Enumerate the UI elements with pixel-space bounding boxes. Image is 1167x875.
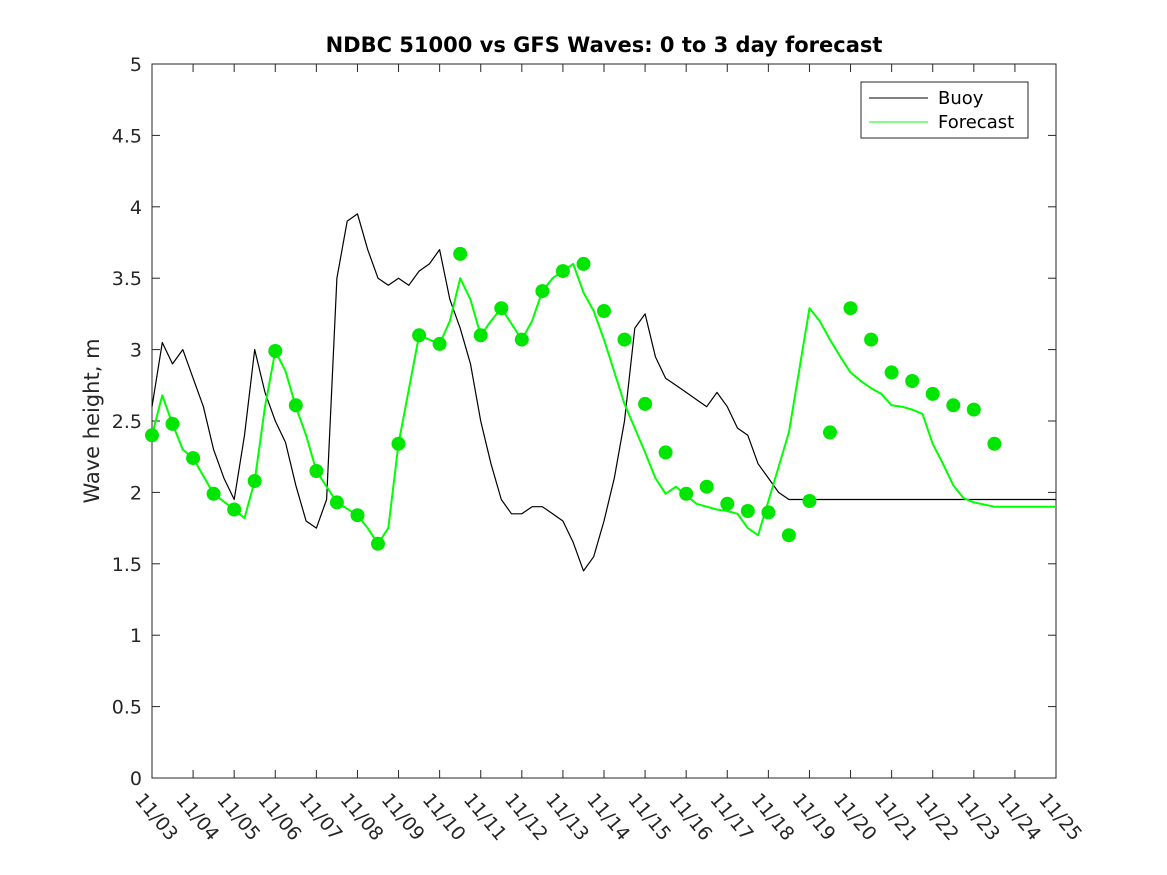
y-tick-label: 4.5 xyxy=(112,125,142,147)
forecast-marker xyxy=(884,365,899,380)
forecast-marker xyxy=(535,284,550,299)
forecast-marker xyxy=(145,428,159,443)
forecast-marker xyxy=(905,374,920,388)
forecast-marker xyxy=(823,425,837,440)
forecast-marker xyxy=(555,264,570,279)
y-tick-label: 2 xyxy=(130,482,142,504)
forecast-marker xyxy=(391,436,406,451)
y-tick-label: 3 xyxy=(130,340,142,362)
y-tick-label: 2.5 xyxy=(112,411,142,433)
forecast-marker xyxy=(925,386,940,401)
y-tick-label: 1.5 xyxy=(112,554,142,576)
forecast-marker xyxy=(740,504,755,518)
forecast-marker xyxy=(453,246,468,261)
forecast-marker xyxy=(288,398,303,413)
y-tick-label: 1 xyxy=(130,625,142,647)
forecast-marker xyxy=(268,344,283,358)
legend-box xyxy=(860,81,1029,139)
legend-label-buoy: Buoy xyxy=(938,88,984,109)
forecast-marker xyxy=(946,398,961,413)
forecast-marker xyxy=(597,304,611,318)
legend: Buoy Forecast xyxy=(860,81,1029,139)
forecast-marker xyxy=(473,328,488,343)
forecast-marker xyxy=(206,486,221,501)
y-axis-ticks: 0 0.5 1 1.5 2 2.5 3 3.5 4 4.5 5 xyxy=(112,54,1056,790)
y-tick-label: 4 xyxy=(130,197,142,219)
forecast-marker xyxy=(329,495,344,510)
legend-label-forecast: Forecast xyxy=(938,112,1014,133)
forecast-marker xyxy=(576,256,591,271)
forecast-marker xyxy=(227,502,242,517)
forecast-marker xyxy=(864,332,879,347)
forecast-marker xyxy=(432,336,447,351)
forecast-marker xyxy=(514,332,529,347)
forecast-marker xyxy=(165,416,180,431)
forecast-marker xyxy=(843,301,858,316)
forecast-marker xyxy=(350,508,365,523)
forecast-marker xyxy=(309,464,324,478)
forecast-marker xyxy=(761,505,776,520)
series-line-buoy xyxy=(151,213,1056,572)
markers-layer xyxy=(145,246,1002,551)
y-tick-label: 5 xyxy=(130,54,142,76)
forecast-marker xyxy=(658,445,673,460)
forecast-marker xyxy=(987,436,1002,451)
y-tick-label: 0.5 xyxy=(112,697,142,719)
y-axis-label: Wave height, m xyxy=(80,338,104,503)
forecast-marker xyxy=(494,301,509,316)
forecast-marker xyxy=(617,332,632,347)
forecast-marker xyxy=(781,528,796,543)
y-tick-label: 3.5 xyxy=(112,268,142,290)
forecast-marker xyxy=(371,536,385,551)
axes-frame xyxy=(151,63,1057,779)
forecast-marker xyxy=(679,486,694,501)
plot-area: 00.511.522.533.544.55 11/0311/0411/0511/… xyxy=(112,54,1086,845)
forecast-marker xyxy=(412,328,427,343)
forecast-marker xyxy=(720,496,735,511)
chart-title: NDBC 51000 vs GFS Waves: 0 to 3 day fore… xyxy=(326,33,883,57)
forecast-marker xyxy=(186,451,201,466)
forecast-marker xyxy=(802,494,817,508)
forecast-marker xyxy=(966,402,981,417)
forecast-marker xyxy=(247,474,262,488)
y-tick-label: 0 xyxy=(130,768,142,790)
forecast-marker xyxy=(699,479,714,494)
forecast-marker xyxy=(638,396,653,411)
